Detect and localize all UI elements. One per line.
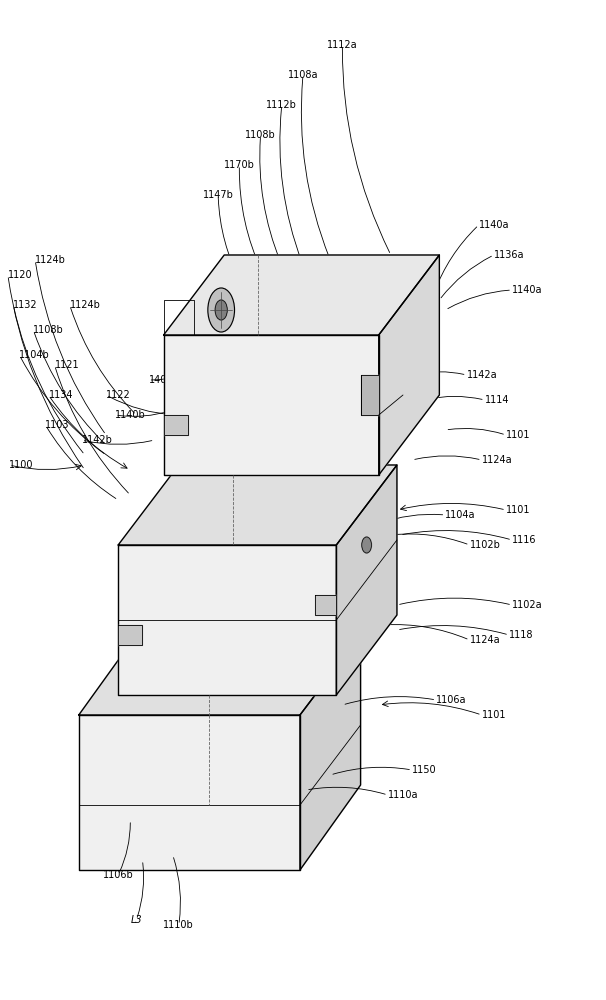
Polygon shape	[118, 625, 142, 645]
Text: 1140a: 1140a	[512, 285, 542, 295]
Polygon shape	[315, 595, 336, 615]
Text: 1102a: 1102a	[512, 600, 543, 610]
Text: 1142b: 1142b	[82, 435, 113, 445]
Text: 1110a: 1110a	[388, 790, 418, 800]
Polygon shape	[118, 545, 336, 695]
Text: 1140b: 1140b	[115, 410, 146, 420]
Text: 1112b: 1112b	[267, 100, 297, 110]
Polygon shape	[79, 715, 300, 870]
Text: 1101: 1101	[506, 505, 530, 515]
Text: 1132: 1132	[13, 300, 38, 310]
Text: 1124a: 1124a	[482, 455, 513, 465]
Text: 1136a: 1136a	[494, 250, 524, 260]
Text: 1140a: 1140a	[479, 220, 509, 230]
Text: 1100: 1100	[9, 460, 33, 470]
Text: 1124b: 1124b	[35, 255, 66, 265]
Text: 1120: 1120	[8, 270, 33, 280]
Text: 1400: 1400	[148, 375, 173, 385]
Circle shape	[215, 300, 227, 320]
Text: 1108b: 1108b	[245, 130, 276, 140]
Polygon shape	[79, 635, 361, 715]
Text: 1124a: 1124a	[470, 635, 501, 645]
Circle shape	[362, 537, 371, 553]
Text: 1116: 1116	[512, 535, 536, 545]
Text: 1102b: 1102b	[470, 540, 501, 550]
Text: 1101: 1101	[482, 710, 506, 720]
Polygon shape	[164, 335, 379, 475]
Text: 1142a: 1142a	[467, 370, 498, 380]
Text: 1112a: 1112a	[327, 40, 358, 50]
Text: 1121: 1121	[55, 360, 79, 370]
Polygon shape	[361, 375, 379, 415]
Text: 1124b: 1124b	[70, 300, 101, 310]
Text: 1118: 1118	[509, 630, 533, 640]
Text: 1136b: 1136b	[179, 350, 210, 360]
Polygon shape	[336, 465, 397, 695]
Polygon shape	[118, 465, 397, 545]
Text: 1106b: 1106b	[103, 870, 133, 880]
Text: 1122: 1122	[106, 390, 131, 400]
Text: L3: L3	[130, 915, 142, 925]
Text: 1134: 1134	[48, 390, 73, 400]
Text: 1104b: 1104b	[19, 350, 50, 360]
Text: 1104a: 1104a	[445, 510, 476, 520]
Text: 1108a: 1108a	[288, 70, 318, 80]
Text: 1101: 1101	[506, 430, 530, 440]
Text: 1147b: 1147b	[203, 190, 233, 200]
Text: 1150: 1150	[412, 765, 437, 775]
Text: 1110b: 1110b	[164, 920, 194, 930]
Polygon shape	[164, 415, 188, 435]
Polygon shape	[379, 255, 439, 475]
Text: 1106a: 1106a	[436, 695, 467, 705]
Circle shape	[208, 288, 235, 332]
Text: 1103: 1103	[45, 420, 70, 430]
Polygon shape	[300, 635, 361, 870]
Text: 1114: 1114	[485, 395, 509, 405]
Polygon shape	[164, 255, 439, 335]
Text: 1170b: 1170b	[224, 160, 255, 170]
Text: 1108b: 1108b	[33, 325, 64, 335]
